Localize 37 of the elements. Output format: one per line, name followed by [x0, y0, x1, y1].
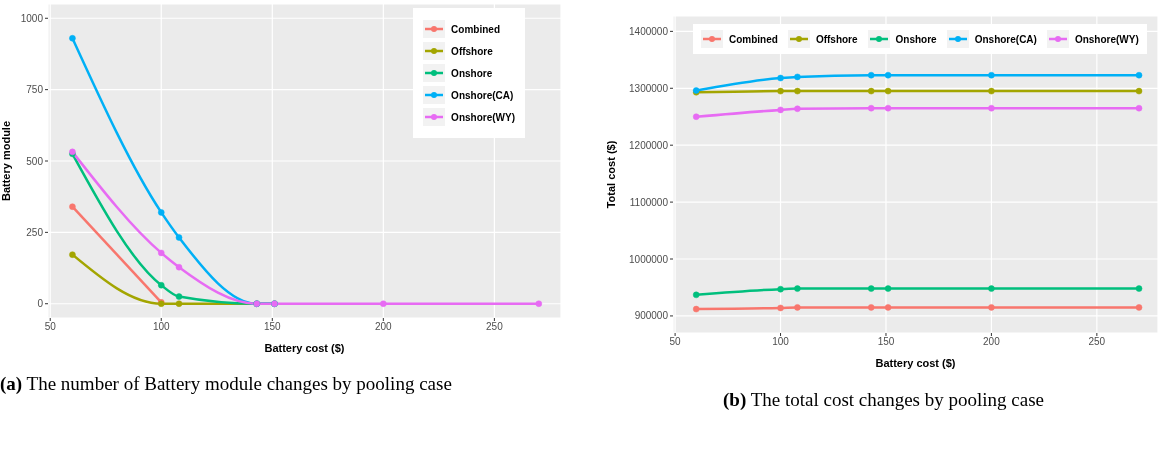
legend-label: Combined	[729, 33, 778, 45]
y-tick-label: 900000	[634, 310, 669, 322]
text: (a) The number of Battery module changes by pooling case	[0, 373, 452, 394]
y-tick-label: 1200000	[629, 139, 669, 151]
x-tick-label: 250	[486, 321, 504, 333]
x-tick-label: 50	[669, 336, 682, 348]
y-tick-label: 250	[26, 226, 44, 238]
legend-label: Onshore	[895, 33, 937, 45]
x-tick-label: 50	[44, 321, 57, 333]
legend-label: Offshore	[451, 45, 493, 57]
text: (b) The total cost changes by pooling case	[723, 389, 1044, 410]
x-tick-label: 150	[263, 321, 282, 333]
x-tick-label: 100	[772, 336, 790, 348]
x-axis-title: Battery cost ($)	[264, 342, 345, 354]
x-tick-label: 250	[1088, 336, 1106, 348]
x-tick-label: 200	[983, 336, 1001, 348]
legend-label: Onshore(CA)	[451, 89, 514, 101]
y-tick-label: 1300000	[629, 82, 669, 94]
legend-label: Onshore	[451, 67, 493, 79]
legend-label: Onshore(CA)	[974, 33, 1037, 45]
x-axis-title: Battery cost ($)	[875, 357, 956, 369]
y-tick-label: 500	[26, 155, 44, 167]
x-tick-label: 100	[152, 321, 171, 333]
y-tick-label: 1100000	[629, 196, 669, 208]
y-axis-title: Battery module	[0, 120, 12, 202]
y-axis-title: Total cost ($)	[604, 140, 617, 209]
y-tick-label: 1000000	[629, 253, 669, 265]
x-tick-label: 200	[374, 321, 393, 333]
y-tick-label: 750	[26, 84, 44, 96]
x-tick-label: 150	[877, 336, 895, 348]
legend-label: Onshore(WY)	[451, 111, 515, 123]
legend-label: Combined	[451, 23, 500, 35]
y-tick-label: 1000	[20, 12, 44, 24]
legend-label: Offshore	[815, 33, 858, 45]
y-tick-label: 1400000	[629, 25, 669, 37]
y-tick-label: 0	[37, 298, 44, 310]
legend-label: Onshore(WY)	[1074, 33, 1139, 45]
